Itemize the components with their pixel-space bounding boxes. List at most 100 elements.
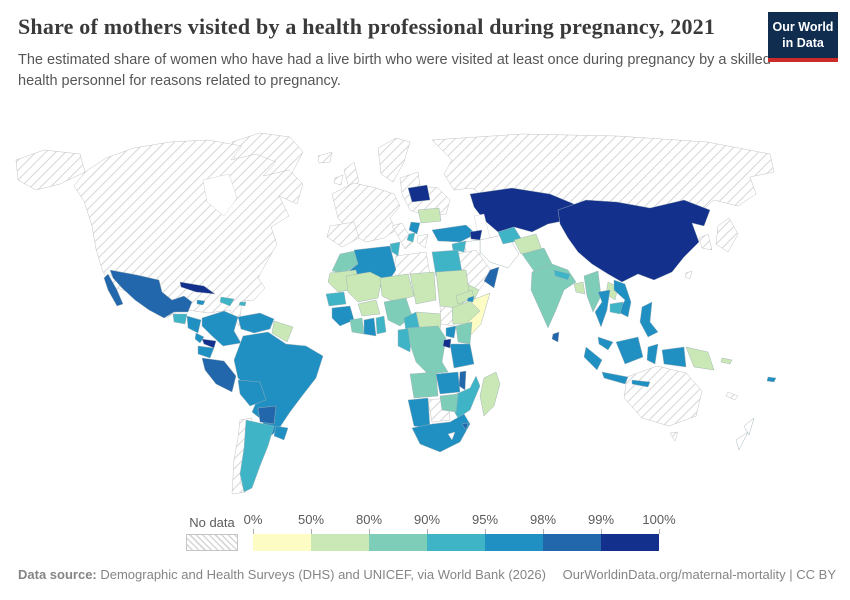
region-vietnam[interactable] <box>613 279 632 318</box>
region-turkey[interactable] <box>431 224 477 243</box>
region-eswatini[interactable] <box>461 422 469 431</box>
region-alaska[interactable] <box>15 149 86 191</box>
region-eritrea[interactable] <box>455 289 475 305</box>
region-uruguay[interactable] <box>273 425 289 441</box>
owid-link[interactable]: OurWorldinData.org/maternal-mortality | … <box>562 567 836 582</box>
region-venezuela[interactable] <box>237 312 275 334</box>
legend-bin-90-95%[interactable] <box>427 534 485 551</box>
region-philippines[interactable] <box>639 301 659 338</box>
region-argentina[interactable] <box>239 419 275 493</box>
region-belarus[interactable] <box>407 184 431 203</box>
region-costa-rica[interactable] <box>194 332 205 344</box>
region-china-mongolia[interactable] <box>557 199 711 283</box>
region-ivory-coast[interactable] <box>349 317 365 335</box>
region-tanzania[interactable] <box>449 343 475 369</box>
region-indonesia-sumatra[interactable] <box>583 346 603 371</box>
region-greece[interactable] <box>416 233 429 249</box>
region-honduras-nicaragua[interactable] <box>186 315 202 334</box>
region-serbia[interactable] <box>408 221 421 235</box>
region-guyanas[interactable] <box>271 320 294 343</box>
region-canada-usa[interactable] <box>73 139 304 327</box>
legend-bin-0-50%[interactable] <box>253 534 311 551</box>
region-ireland[interactable] <box>333 174 344 186</box>
region-peru[interactable] <box>201 357 237 393</box>
region-new-zealand-south[interactable] <box>735 431 749 451</box>
region-cambodia[interactable] <box>609 301 624 315</box>
region-bolivia[interactable] <box>237 379 267 407</box>
region-thailand[interactable] <box>594 289 611 328</box>
region-albania[interactable] <box>406 232 416 243</box>
region-syria[interactable] <box>451 240 467 253</box>
region-congo-gabon[interactable] <box>397 327 413 353</box>
region-colombia[interactable] <box>201 310 242 347</box>
legend-bin-99-100%[interactable] <box>601 534 659 551</box>
region-bangladesh[interactable] <box>573 281 586 295</box>
region-paraguay[interactable] <box>257 405 277 425</box>
region-puerto-rico[interactable] <box>238 301 247 307</box>
region-korea[interactable] <box>698 233 713 251</box>
legend-bin-95-98%[interactable] <box>485 534 543 551</box>
region-indonesia-sulawesi[interactable] <box>646 343 659 365</box>
owid-logo[interactable]: Our World in Data <box>768 12 838 62</box>
region-nepal[interactable] <box>553 269 571 281</box>
region-oman[interactable] <box>483 266 500 289</box>
region-madagascar[interactable] <box>479 371 501 417</box>
region-malawi[interactable] <box>458 370 467 391</box>
region-indonesia-lesser-sunda[interactable] <box>631 379 651 388</box>
region-lesotho[interactable] <box>447 431 456 441</box>
region-zambia[interactable] <box>435 371 461 395</box>
region-italy[interactable] <box>391 222 414 250</box>
region-uk[interactable] <box>343 161 360 189</box>
region-drc[interactable] <box>407 325 449 375</box>
region-sudan[interactable] <box>435 269 471 309</box>
region-cuba[interactable] <box>179 281 216 295</box>
region-uganda[interactable] <box>445 325 457 339</box>
region-south-africa[interactable] <box>411 413 471 453</box>
region-india[interactable] <box>530 263 577 329</box>
region-tunisia[interactable] <box>389 241 401 257</box>
region-solomon-islands[interactable] <box>720 357 733 365</box>
region-iceland[interactable] <box>317 151 333 164</box>
region-indonesia-papua[interactable] <box>661 346 687 368</box>
region-guatemala[interactable] <box>172 313 188 325</box>
region-romania[interactable] <box>417 207 442 224</box>
region-mali[interactable] <box>345 271 383 303</box>
region-iberia[interactable] <box>326 221 360 248</box>
region-chad[interactable] <box>409 271 437 305</box>
region-togo-benin[interactable] <box>375 315 387 335</box>
region-rwanda-burundi[interactable] <box>442 338 452 349</box>
region-jamaica[interactable] <box>196 299 206 306</box>
region-japan[interactable] <box>715 217 739 253</box>
region-guinea[interactable] <box>331 305 355 327</box>
region-new-caledonia[interactable] <box>725 391 739 401</box>
region-ghana[interactable] <box>363 317 377 337</box>
region-azerbaijan[interactable] <box>469 229 483 241</box>
region-angola[interactable] <box>409 371 439 399</box>
region-burkina-faso[interactable] <box>357 299 381 317</box>
legend-bin-50-80%[interactable] <box>311 534 369 551</box>
region-png[interactable] <box>685 346 715 371</box>
region-djibouti[interactable] <box>466 295 475 303</box>
region-fiji[interactable] <box>766 376 777 383</box>
legend-bin-98-99%[interactable] <box>543 534 601 551</box>
region-australia[interactable] <box>623 365 703 427</box>
region-senegal[interactable] <box>325 291 347 307</box>
region-taiwan[interactable] <box>684 270 693 280</box>
region-niger[interactable] <box>379 273 415 303</box>
region-kenya[interactable] <box>455 321 473 345</box>
region-myanmar[interactable] <box>583 270 602 313</box>
region-indonesia-java[interactable] <box>601 371 629 385</box>
region-zimbabwe[interactable] <box>439 393 459 413</box>
region-scandinavia[interactable] <box>377 137 411 183</box>
region-ecuador[interactable] <box>197 345 215 359</box>
region-new-zealand-north[interactable] <box>743 417 755 436</box>
region-malaysia[interactable] <box>597 336 614 351</box>
region-mexico[interactable] <box>109 269 193 319</box>
legend-bin-80-90%[interactable] <box>369 534 427 551</box>
legend-no-data-swatch[interactable] <box>186 534 238 551</box>
region-sri-lanka[interactable] <box>551 331 560 343</box>
region-indonesia-borneo[interactable] <box>615 336 644 365</box>
region-hispaniola[interactable] <box>219 296 235 307</box>
region-tasmania[interactable] <box>669 431 679 442</box>
region-namibia[interactable] <box>407 397 431 429</box>
